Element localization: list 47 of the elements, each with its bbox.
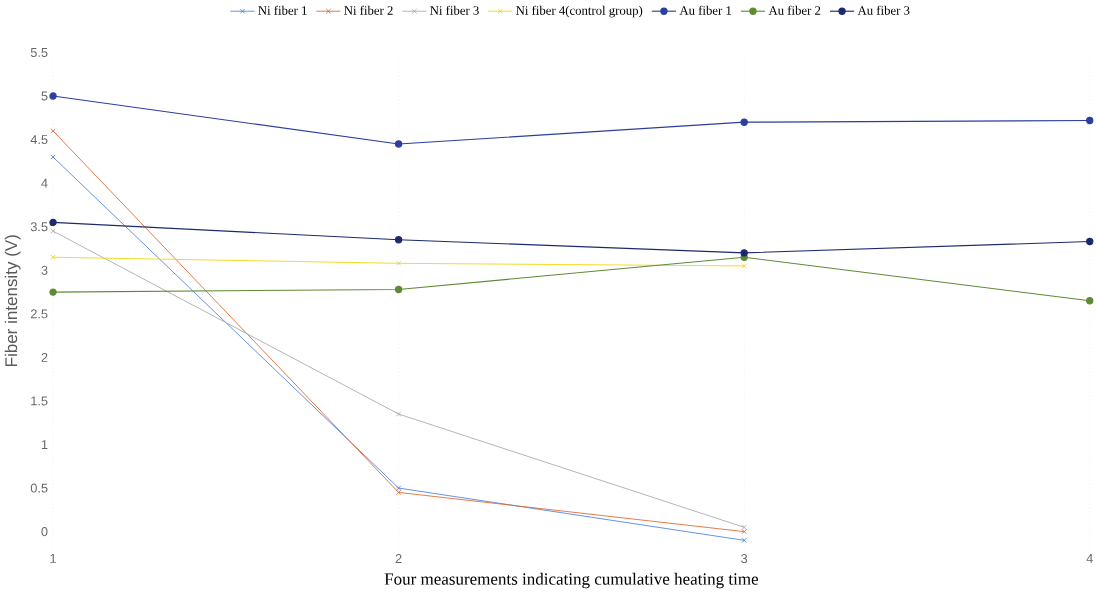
point: [741, 537, 747, 543]
point: [395, 411, 402, 417]
point: [741, 529, 747, 535]
y-tick-label: 0: [41, 527, 48, 537]
point: [741, 263, 747, 269]
point: [741, 524, 747, 530]
y-tick-label: 4.5: [30, 135, 48, 145]
x-tick-label: 3: [741, 554, 748, 564]
y-tick-label: 1.5: [31, 396, 48, 406]
legend-label: Ni fiber 4(control group): [516, 5, 643, 18]
legend-label: Ni fiber 3: [430, 5, 479, 15]
y-tick-label: 5.5: [30, 48, 48, 57]
point: [49, 218, 57, 227]
y-tick-label: 1: [41, 440, 48, 449]
y-tick-label: 0.5: [30, 483, 48, 493]
y-tick-label: 2.5: [30, 309, 48, 319]
legend-label: Au fiber 1: [679, 5, 732, 15]
point: [50, 128, 56, 134]
point: [50, 228, 56, 234]
legend-label: Au fiber 3: [857, 5, 910, 15]
y-tick-label: 2: [41, 352, 48, 362]
y-tick-label: 4: [41, 178, 48, 188]
point: [395, 489, 402, 496]
x-axis-title: Four measurements indicating cumulative heating time: [384, 572, 759, 589]
point: [394, 236, 403, 244]
point: [395, 260, 402, 266]
point: [395, 485, 402, 491]
legend-label: Ni fiber 2: [344, 5, 393, 15]
x-tick-label: 2: [395, 554, 402, 563]
point: [49, 288, 57, 296]
point: [740, 249, 748, 257]
y-tick-label: 5: [41, 91, 48, 101]
legend-label: Ni fiber 1: [258, 5, 307, 15]
point: [394, 140, 403, 148]
point: [740, 118, 748, 126]
x-tick-label: 4: [1086, 554, 1093, 563]
y-axis-title: Fiber intensity (V): [4, 235, 21, 366]
x-tick-label: 1: [50, 554, 56, 563]
point: [50, 254, 56, 260]
legend-label: Au fiber 2: [768, 5, 821, 15]
point: [1086, 297, 1094, 305]
point: [1086, 116, 1094, 125]
point: [394, 285, 403, 294]
y-tick-label: 3: [41, 265, 48, 275]
y-tick-label: 3.5: [30, 222, 48, 232]
point: [1086, 237, 1094, 246]
point: [49, 92, 57, 100]
